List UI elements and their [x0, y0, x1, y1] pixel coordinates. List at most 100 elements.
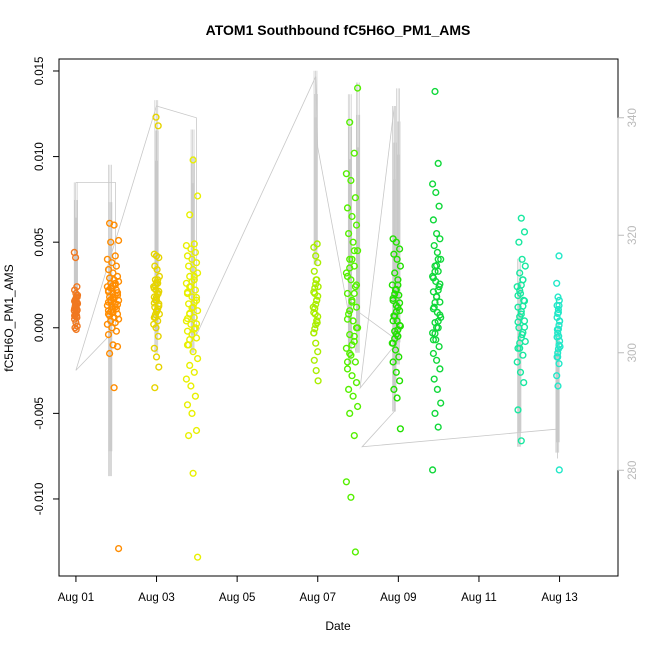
data-point: [513, 358, 521, 366]
series-6: [388, 235, 405, 433]
data-point: [554, 325, 563, 333]
data-point: [393, 394, 401, 402]
data-point: [354, 84, 362, 92]
data-point: [112, 327, 121, 335]
data-point: [392, 330, 400, 338]
data-point: [314, 259, 322, 267]
series-1: [103, 219, 123, 553]
data-point: [429, 349, 438, 358]
data-point: [434, 286, 442, 294]
y-tick-label: 0.015: [34, 57, 46, 86]
data-point: [429, 336, 438, 344]
data-point: [343, 365, 352, 373]
data-point: [345, 385, 353, 394]
data-point: [312, 280, 320, 288]
data-point: [311, 325, 319, 333]
series-2: [150, 113, 164, 392]
data-point: [187, 245, 195, 253]
data-point: [71, 254, 80, 262]
secondary-y-axis: 280 300 320 340: [617, 108, 639, 480]
data-point: [191, 248, 200, 257]
data-point: [392, 308, 400, 316]
data-point: [520, 323, 529, 331]
data-point: [350, 247, 358, 255]
data-point: [391, 290, 399, 298]
data-point: [396, 321, 404, 329]
data-point: [516, 269, 524, 277]
data-point: [431, 409, 439, 418]
data-point: [432, 188, 440, 197]
data-point: [389, 358, 397, 366]
x-tick-label: Aug 13: [541, 592, 577, 604]
data-point: [514, 406, 522, 414]
data-point: [429, 466, 437, 474]
data-point: [431, 87, 439, 96]
y-axis-label: fC5H6O_PM1_AMS: [2, 264, 16, 371]
data-point: [346, 264, 354, 272]
data-point: [111, 252, 119, 260]
data-point: [396, 425, 405, 433]
y-tick-label: 0.005: [34, 228, 46, 257]
data-point: [154, 276, 162, 284]
data-point: [113, 343, 122, 351]
data-point: [396, 245, 404, 253]
secondary-tick-label: 300: [627, 343, 639, 362]
data-point: [110, 384, 118, 392]
x-tick-label: Aug 01: [58, 592, 94, 604]
data-point: [155, 363, 163, 371]
data-point: [351, 194, 360, 202]
data-point: [343, 358, 352, 366]
data-point: [348, 212, 356, 221]
data-point: [110, 221, 118, 229]
data-point: [553, 353, 561, 361]
data-point: [390, 250, 398, 258]
data-point: [70, 286, 79, 294]
data-point: [312, 367, 320, 375]
data-point: [111, 319, 119, 327]
data-point: [182, 242, 191, 250]
data-point: [346, 307, 354, 315]
data-point: [343, 289, 352, 298]
data-point: [394, 281, 402, 289]
data-point: [350, 432, 358, 440]
data-point: [346, 349, 354, 358]
series-5: [342, 84, 362, 556]
data-point: [518, 255, 526, 263]
data-point: [113, 301, 122, 309]
data-point: [429, 180, 437, 188]
data-point: [430, 375, 438, 383]
data-point: [354, 247, 362, 255]
data-point: [554, 329, 562, 337]
data-point: [348, 255, 356, 263]
data-point: [429, 216, 438, 224]
data-point: [183, 401, 192, 409]
data-point: [150, 344, 158, 352]
data-point: [554, 309, 562, 318]
series-0: [70, 248, 82, 334]
data-point: [107, 238, 115, 246]
data-point: [190, 313, 198, 322]
chart-title: ATOM1 Southbound fC5H6O_PM1_AMS: [206, 22, 471, 38]
data-point: [433, 356, 441, 364]
data-point: [194, 307, 202, 315]
data-point: [104, 331, 113, 339]
data-point: [194, 355, 202, 363]
data-point: [152, 324, 160, 332]
data-point: [314, 377, 322, 385]
data-point: [389, 294, 397, 303]
data-point: [310, 308, 318, 317]
data-point: [313, 296, 321, 304]
data-point: [190, 272, 198, 281]
series-8: [513, 214, 529, 445]
data-point: [430, 242, 438, 250]
data-point: [311, 284, 319, 292]
data-point: [313, 276, 321, 284]
data-point: [349, 238, 357, 246]
data-point: [350, 149, 358, 157]
data-point: [433, 385, 442, 394]
data-point: [352, 324, 361, 332]
data-point: [351, 358, 360, 366]
data-point: [347, 493, 355, 501]
data-point: [185, 432, 193, 440]
